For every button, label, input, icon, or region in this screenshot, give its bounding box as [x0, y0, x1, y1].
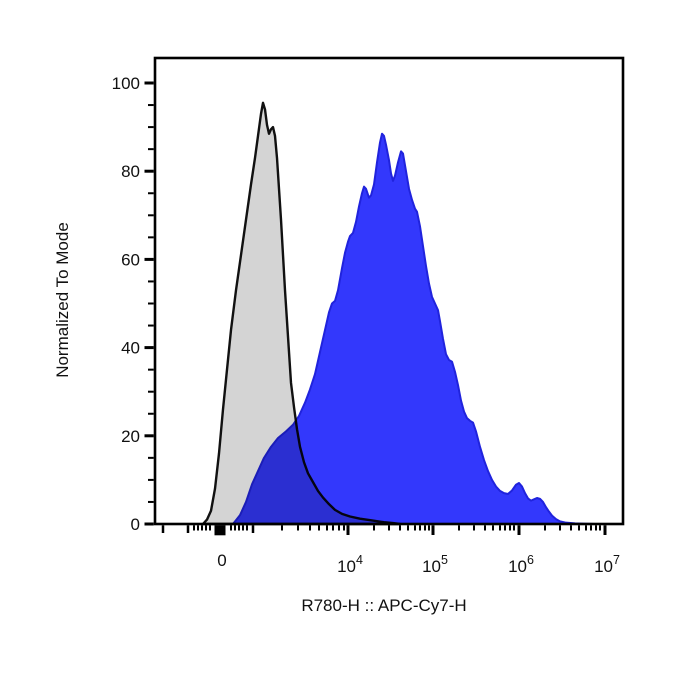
y-tick-label-60: 60 [121, 250, 140, 269]
axes-layer: 0 20 40 60 80 100 0 104 105 106 107 [112, 56, 625, 576]
x-tick-label-105: 105 [422, 553, 448, 576]
y-tick-label-20: 20 [121, 427, 140, 446]
y-tick-label-40: 40 [121, 339, 140, 358]
x-tick-label-106: 106 [508, 553, 534, 576]
x-tick-label-107: 107 [594, 553, 620, 576]
y-tick-label-0: 0 [131, 515, 140, 534]
histogram-curves [201, 101, 596, 526]
y-tick-label-80: 80 [121, 162, 140, 181]
series-stained-sample [232, 132, 596, 525]
y-tick-label-100: 100 [112, 74, 140, 93]
x-tick-label-0: 0 [217, 551, 226, 570]
x-tick-label-104: 104 [337, 553, 363, 576]
y-axis-title: Normalized To Mode [53, 222, 72, 378]
series-unstained-control [201, 101, 402, 526]
x-axis-title: R780-H :: APC-Cy7-H [301, 596, 466, 615]
